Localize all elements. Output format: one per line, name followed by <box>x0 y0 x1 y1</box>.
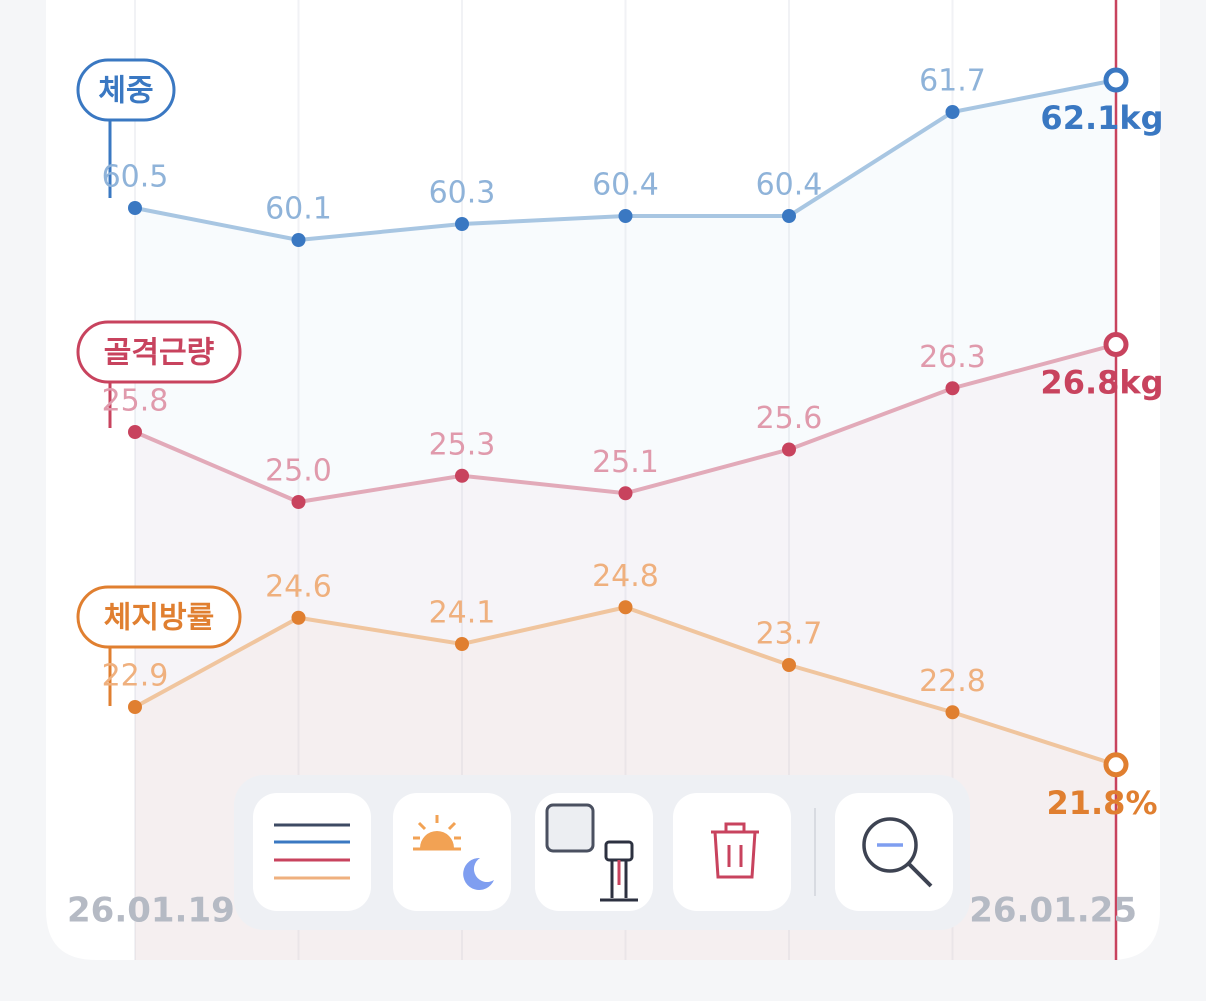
icon <box>862 817 918 873</box>
series-name: 체중 <box>98 74 153 109</box>
value-label: 25.0 <box>265 454 332 489</box>
area <box>135 80 1116 960</box>
value-label: 25.8 <box>102 384 169 419</box>
value-label: 24.1 <box>429 596 496 631</box>
icon <box>413 815 461 840</box>
series-name: 골격근량 <box>104 336 215 371</box>
point <box>128 425 142 439</box>
value-label: 60.3 <box>429 176 496 211</box>
value-label: 60.4 <box>592 168 659 203</box>
button-bg <box>673 793 791 911</box>
tag-box <box>76 58 176 122</box>
point <box>618 600 633 615</box>
point <box>128 201 142 215</box>
series-name: 체지방률 <box>104 601 214 636</box>
tag-box <box>76 320 242 384</box>
point <box>782 209 796 223</box>
point <box>1103 752 1129 778</box>
point <box>291 610 306 625</box>
point <box>455 468 469 483</box>
button-bg <box>393 793 511 911</box>
button-bg <box>835 793 953 911</box>
point <box>128 700 142 714</box>
point <box>945 705 960 720</box>
legend-button[interactable] <box>253 793 371 911</box>
device-button[interactable] <box>535 793 653 911</box>
value-label: 22.9 <box>102 659 169 694</box>
point <box>618 486 633 501</box>
current-value-label: 62.1kg <box>1040 99 1163 137</box>
point <box>782 442 796 457</box>
value-label: 60.5 <box>102 160 169 195</box>
value-label: 22.8 <box>919 664 986 699</box>
value-label: 25.3 <box>429 427 496 462</box>
zoom-out-button[interactable] <box>835 793 953 911</box>
value-label: 61.7 <box>919 64 986 99</box>
current-value-label: 26.8kg <box>1040 364 1163 402</box>
x-tick-label: 26.01.19 <box>67 891 235 931</box>
point <box>945 105 960 119</box>
point <box>1103 332 1129 357</box>
icon <box>711 822 759 879</box>
icon <box>600 860 638 902</box>
point <box>1103 67 1129 93</box>
value-label: 25.1 <box>592 445 659 480</box>
tag-box <box>76 585 242 649</box>
card <box>46 0 1160 960</box>
toolbar <box>234 775 970 930</box>
current-value-label: 21.8% <box>1046 784 1157 822</box>
point <box>455 637 469 651</box>
icon <box>907 862 933 888</box>
point <box>455 217 469 231</box>
button-bg <box>253 793 371 911</box>
value-label: 24.6 <box>265 569 332 604</box>
value-label: 24.8 <box>592 559 659 594</box>
value-label: 60.4 <box>756 168 823 203</box>
delete-button[interactable] <box>673 793 791 911</box>
point <box>291 233 306 247</box>
icon <box>420 831 454 848</box>
point <box>618 209 633 223</box>
value-label: 26.3 <box>919 340 986 375</box>
day-night-button[interactable] <box>393 793 511 911</box>
value-label: 60.1 <box>265 192 332 227</box>
x-tick-label: 26.01.25 <box>969 891 1137 931</box>
icon <box>463 857 494 890</box>
point <box>291 495 306 509</box>
point <box>782 658 796 672</box>
icon <box>545 803 595 853</box>
value-label: 25.6 <box>756 401 823 436</box>
point <box>945 381 960 396</box>
value-label: 23.7 <box>756 617 823 652</box>
